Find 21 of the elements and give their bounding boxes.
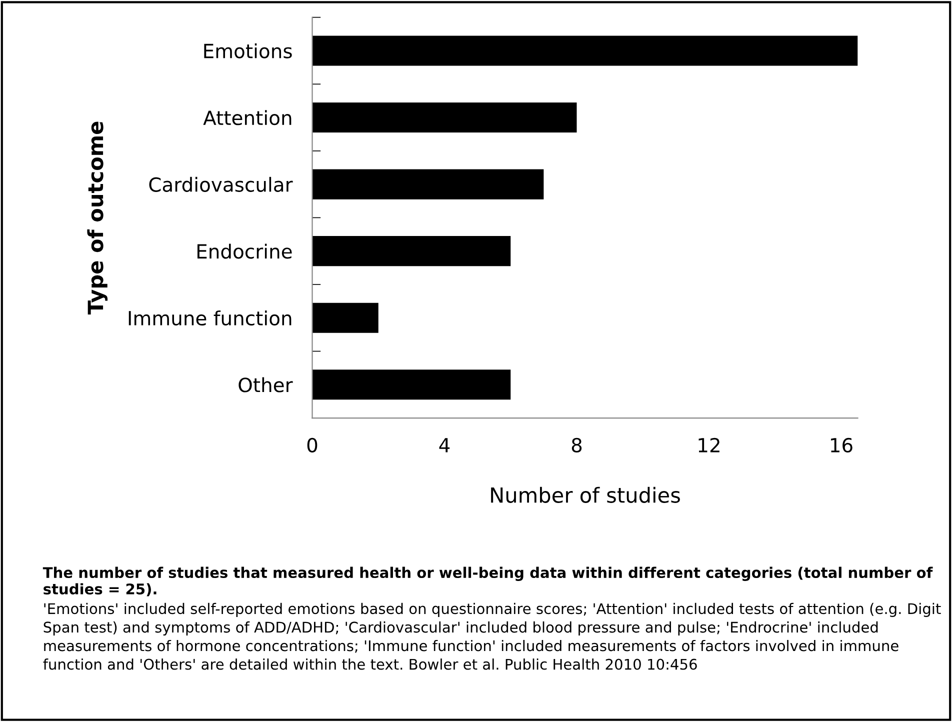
y-tick-label: Cardiovascular: [149, 176, 293, 192]
bar: [312, 102, 577, 133]
bar: [312, 370, 511, 400]
y-tick-label: Emotions: [204, 43, 292, 58]
y-tick-label: Attention: [203, 110, 292, 126]
y-axis-title: Type of outcome: [87, 122, 108, 315]
x-tick-label: 12: [698, 438, 720, 452]
x-tick-label: 8: [572, 438, 582, 453]
x-tick-label: 0: [307, 438, 318, 453]
text: 'Emotions' included self-reported emotions based on questionnaire scores; 'Attention' included tests of attention (e.g. Digit Span test) and symptoms of ADD/ADHD; 'Cardiovascular' included blood pressure and pulse; 'Endrocrine' included measurements of hormone concentrations; 'Immune function' included measurements of factors involved in immune function and 'Others' are detailed within the text. Bowler et al. Public Health 2010 10:456: [43, 602, 941, 670]
y-tick-label: Other: [238, 377, 293, 392]
y-tick-label: Endocrine: [197, 244, 292, 259]
x-axis-title: Number of studies: [491, 486, 680, 503]
text: The number of studies that measured health or well-being data within different categories (total number of studies = 25).: [42, 566, 933, 596]
bar: [312, 302, 378, 333]
bar: [312, 169, 544, 200]
x-tick-label: 16: [830, 438, 852, 453]
y-tick-label: Immune function: [128, 310, 292, 326]
x-tick-label: 4: [439, 438, 450, 452]
bar: [312, 36, 858, 66]
bar: [312, 236, 511, 266]
